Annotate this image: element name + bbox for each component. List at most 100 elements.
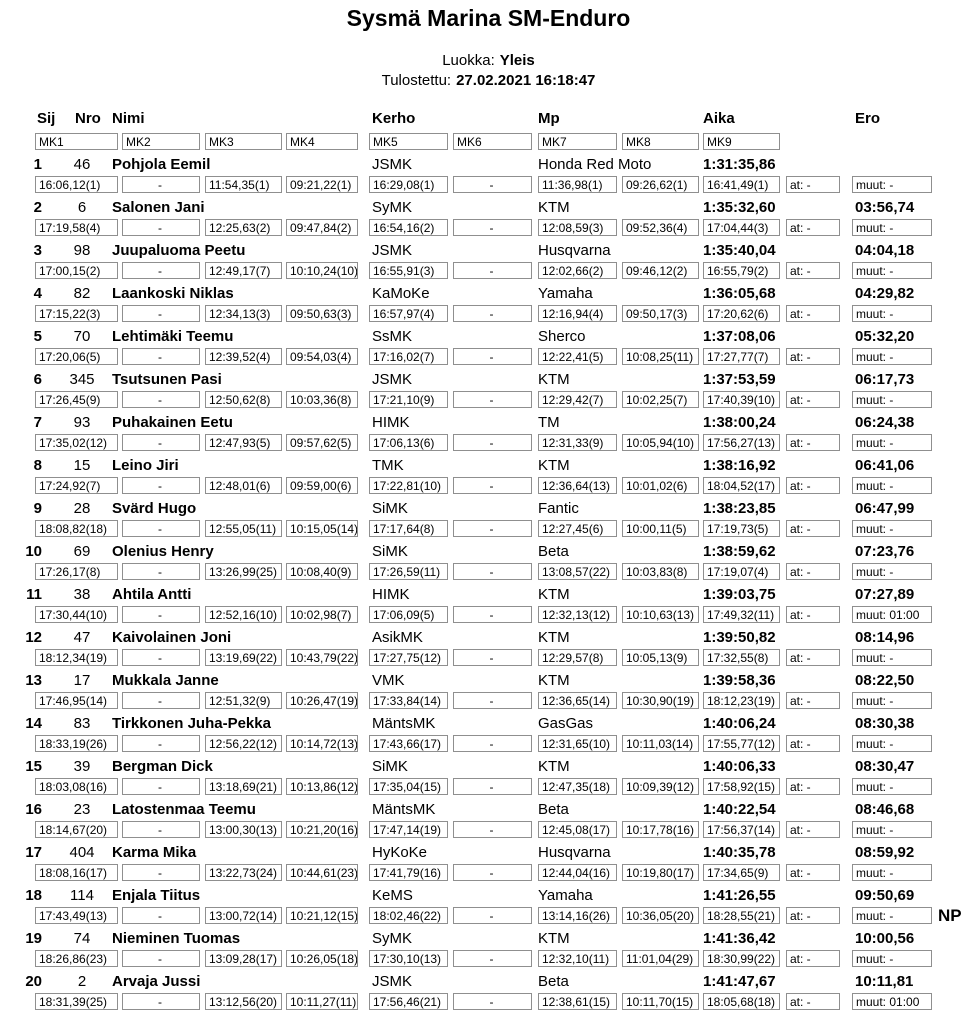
mk8-time: 10:01,02(6)	[622, 477, 699, 494]
rider-detail-row: 17:00,15(2) -12:49,17(7) 10:10,24(10) 16:55…	[0, 261, 977, 282]
time-adjustment-box: at: -	[786, 262, 840, 279]
column-header-kerho: Kerho	[372, 110, 416, 127]
rider-row: 10 69 Olenius Henry SiMK Beta 1:38:59,62 07:23…	[0, 540, 977, 562]
mk1-time: 17:00,15(2)	[35, 262, 118, 279]
mk1-time: 18:08,16(17)	[35, 864, 118, 881]
rider-detail-row: 18:14,67(20) -13:00,30(13) 10:21,20(16) 17:…	[0, 820, 977, 841]
penalty-box: muut: -	[852, 262, 932, 279]
rider-row: 18 114 Enjala Tiitus KeMS Yamaha 1:41:26,55 09…	[0, 884, 977, 906]
rider-detail-row: 18:33,19(26) -12:56,22(12) 10:14,72(13) 17:…	[0, 734, 977, 755]
printed-label: Tulostettu:	[381, 72, 452, 89]
mk8-time: 10:00,11(5)	[622, 520, 699, 537]
rider-detail-row: 18:31,39(25) -13:12,56(20) 10:11,27(11) 17:…	[0, 992, 977, 1013]
rider-total-time: 1:37:53,59	[703, 371, 776, 388]
mk9-time: 18:05,68(18)	[703, 993, 780, 1010]
rider-number: 28	[73, 500, 91, 517]
mk7-time: 12:31,33(9)	[538, 434, 617, 451]
rider-bike: GasGas	[538, 715, 594, 732]
mk2-time: -	[122, 907, 200, 924]
time-adjustment-box: at: -	[786, 864, 840, 881]
mk6-time: -	[453, 477, 532, 494]
class-value: Yleis	[499, 52, 535, 69]
mk4-time: 09:21,22(1)	[286, 176, 358, 193]
mk6-time: -	[453, 821, 532, 838]
mk6-time: -	[453, 262, 532, 279]
mk2-time: -	[122, 348, 200, 365]
penalty-box: muut: -	[852, 692, 932, 709]
mk9-time: 17:56,37(14)	[703, 821, 780, 838]
mk7-time: 12:32,10(11)	[538, 950, 617, 967]
rider-number: 17	[73, 672, 91, 689]
rider-detail-row: 18:12,34(19) -13:19,69(22) 10:43,79(22) 17:…	[0, 648, 977, 669]
mk3-time: 13:26,99(25)	[205, 563, 282, 580]
rider-detail-row: 18:08,16(17) -13:22,73(24) 10:44,61(23) 17:…	[0, 863, 977, 884]
mk7-time: 12:29,42(7)	[538, 391, 617, 408]
rider-club: JSMK	[372, 371, 413, 388]
mk9-time: 17:55,77(12)	[703, 735, 780, 752]
column-header-sij: Sij	[37, 110, 56, 127]
column-header-row: Sij Nro Nimi Kerho Mp Aika Ero	[0, 110, 977, 130]
column-header-mp: Mp	[538, 110, 560, 127]
mk-header-1: MK1	[35, 133, 118, 150]
rider-bike: KTM	[538, 629, 570, 646]
rider-name: Puhakainen Eetu	[112, 414, 233, 431]
mk9-time: 17:34,65(9)	[703, 864, 780, 881]
mk9-time: 18:28,55(21)	[703, 907, 780, 924]
mk6-time: -	[453, 434, 532, 451]
rider-number: 46	[73, 156, 91, 173]
class-label: Luokka:	[442, 52, 495, 69]
mk4-time: 10:14,72(13)	[286, 735, 358, 752]
mk-header-7: MK7	[538, 133, 617, 150]
time-adjustment-box: at: -	[786, 477, 840, 494]
rider-number: 38	[73, 586, 91, 603]
mk7-time: 12:02,66(2)	[538, 262, 617, 279]
column-header-nro: Nro	[75, 110, 101, 127]
rider-bike: Yamaha	[538, 285, 593, 302]
mk5-time: 17:35,04(15)	[369, 778, 448, 795]
rider-name: Mukkala Janne	[112, 672, 219, 689]
mk7-time: 12:22,41(5)	[538, 348, 617, 365]
mk5-time: 17:26,59(11)	[369, 563, 448, 580]
mk9-time: 17:40,39(10)	[703, 391, 780, 408]
rider-detail-row: 17:35,02(12) -12:47,93(5) 09:57,62(5) 17:06…	[0, 433, 977, 454]
mk8-time: 10:11,03(14)	[622, 735, 699, 752]
rider-row: 1 46 Pohjola Eemil JSMK Honda Red Moto 1:31:3…	[0, 153, 977, 175]
mk3-time: 13:22,73(24)	[205, 864, 282, 881]
mk9-time: 17:56,27(13)	[703, 434, 780, 451]
rider-total-time: 1:40:06,33	[703, 758, 776, 775]
rider-row: 14 83 Tirkkonen Juha-Pekka MäntsMK GasGas 1:4…	[0, 712, 977, 734]
rider-name: Olenius Henry	[112, 543, 214, 560]
rider-total-time: 1:40:22,54	[703, 801, 776, 818]
mk2-time: -	[122, 606, 200, 623]
rider-total-time: 1:38:59,62	[703, 543, 776, 560]
rider-bike: KTM	[538, 672, 570, 689]
rider-name: Arvaja Jussi	[112, 973, 201, 990]
rider-rank: 13	[25, 672, 42, 689]
rider-gap: 07:27,89	[855, 586, 915, 603]
rider-total-time: 1:39:50,82	[703, 629, 776, 646]
mk5-time: 16:29,08(1)	[369, 176, 448, 193]
rider-row: 17 404 Karma Mika HyKoKe Husqvarna 1:40:35,78…	[0, 841, 977, 863]
rider-bike: Beta	[538, 543, 569, 560]
mk6-time: -	[453, 864, 532, 881]
mk2-time: -	[122, 176, 200, 193]
rider-rank: 3	[33, 242, 42, 259]
rider-gap: 10:00,56	[855, 930, 915, 947]
penalty-box: muut: -	[852, 821, 932, 838]
column-header-ero: Ero	[855, 110, 881, 127]
rider-detail-row: 17:15,22(3) -12:34,13(3) 09:50,63(3) 16:57,…	[0, 304, 977, 325]
mk2-time: -	[122, 477, 200, 494]
rider-club: SyMK	[372, 199, 413, 216]
rider-name: Lehtimäki Teemu	[112, 328, 234, 345]
rider-number: 404	[69, 844, 95, 861]
rider-rank: 1	[33, 156, 42, 173]
mk8-time: 10:11,70(15)	[622, 993, 699, 1010]
mk6-time: -	[453, 993, 532, 1010]
mk8-time: 10:09,39(12)	[622, 778, 699, 795]
rider-detail-row: 16:06,12(1) -11:54,35(1) 09:21,22(1) 16:29,…	[0, 175, 977, 196]
rider-club: SiMK	[372, 758, 408, 775]
mk6-time: -	[453, 176, 532, 193]
mk5-time: 16:54,16(2)	[369, 219, 448, 236]
rider-club: SyMK	[372, 930, 413, 947]
rider-gap: 06:24,38	[855, 414, 915, 431]
